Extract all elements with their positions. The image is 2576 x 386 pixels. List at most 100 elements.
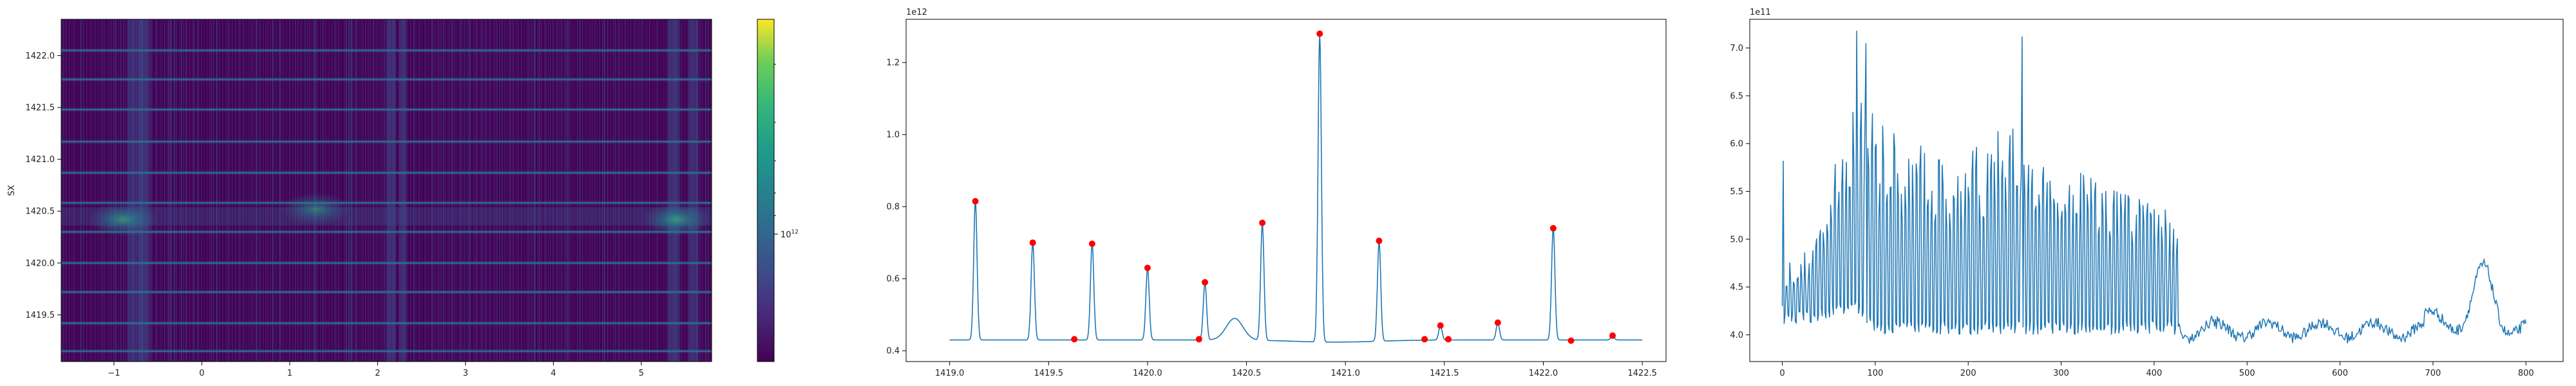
heatmap-stripe [344, 19, 345, 362]
heatmap-stripe [352, 19, 354, 362]
heatmap-stripe [521, 19, 522, 362]
heatmap-stripe [557, 19, 558, 362]
heatmap-stripe [451, 19, 453, 362]
heatmap-stripe [69, 19, 70, 362]
heatmap-stripe [437, 19, 439, 362]
peak-marker [1494, 319, 1501, 326]
colorbar-tick-label: 1012 [781, 229, 799, 240]
heatmap-stripe [107, 19, 108, 362]
heatmap-stripe [395, 19, 397, 362]
y-tick-label: 5.5 [1730, 187, 1743, 197]
heatmap-stripe [351, 19, 352, 362]
heatmap-stripe [71, 19, 73, 362]
heatmap-stripe [460, 19, 462, 362]
heatmap-stripe [384, 19, 386, 362]
heatmap-stripe [361, 19, 363, 362]
heatmap-stripe [512, 19, 513, 362]
heatmap-row-glow [61, 230, 712, 234]
peaks-offset-text: 1e12 [906, 8, 927, 17]
peak-marker [1259, 219, 1266, 226]
peak-marker [1567, 337, 1575, 344]
heatmap-stripe [183, 19, 184, 362]
heatmap-stripe [431, 19, 433, 362]
heatmap-row-glow [61, 261, 712, 265]
heatmap-row-glow [61, 290, 712, 294]
series-x-axis: 0 100 200 300 400 500 600 700 800 [1779, 362, 2534, 378]
heatmap-stripe [255, 19, 256, 362]
peak-marker [1444, 336, 1452, 343]
heatmap-stripe [440, 19, 442, 362]
heatmap-stripe [649, 19, 650, 362]
heatmap-stripe [256, 19, 258, 362]
heatmap-stripe [613, 19, 614, 362]
heatmap-stripe [679, 19, 681, 362]
heatmap-stripe [621, 19, 623, 362]
y-tick-label: 6.5 [1730, 91, 1743, 101]
heatmap-stripe [539, 19, 540, 362]
heatmap-stripe [313, 19, 314, 362]
heatmap-stripe [529, 19, 531, 362]
peak-marker [972, 198, 979, 205]
x-tick-label: 4 [551, 369, 556, 378]
heatmap-row [61, 262, 712, 264]
heatmap-stripe [120, 19, 122, 362]
heatmap-stripe [228, 19, 229, 362]
heatmap-stripe [415, 19, 417, 362]
heatmap-stripe [98, 19, 99, 362]
heatmap-stripe [382, 19, 383, 362]
heatmap-stripe [80, 19, 82, 362]
heatmap-stripe [681, 19, 683, 362]
x-tick-label: 3 [463, 369, 468, 378]
heatmap-stripe [607, 19, 609, 362]
heatmap-stripe [499, 19, 500, 362]
heatmap-hot-spot [641, 203, 712, 237]
heatmap-stripe [545, 19, 547, 362]
heatmap-stripe [63, 19, 64, 362]
peak-marker [1316, 30, 1323, 37]
heatmap-stripe [115, 19, 117, 362]
heatmap-stripe [189, 19, 191, 362]
heatmap-stripe [113, 19, 115, 362]
heatmap-stripe [365, 19, 366, 362]
heatmap-stripe [407, 19, 408, 362]
heatmap-stripe [486, 19, 488, 362]
peak-marker [1202, 279, 1209, 286]
heatmap-stripe [209, 19, 211, 362]
heatmap-stripe [568, 19, 569, 362]
x-tick-label: 2 [375, 369, 380, 378]
peak-marker [1609, 332, 1616, 339]
heatmap-stripe [359, 19, 361, 362]
heatmap-row [61, 291, 712, 293]
x-tick-label: 600 [2332, 369, 2348, 378]
heatmap-stripe [181, 19, 182, 362]
heatmap-stripe [225, 19, 227, 362]
heatmap-stripe [594, 19, 596, 362]
heatmap-stripe [660, 19, 661, 362]
heatmap-stripe [470, 19, 471, 362]
heatmap-stripe [524, 19, 526, 362]
heatmap-stripe [149, 19, 151, 362]
heatmap-stripe [357, 19, 359, 362]
heatmap-row [61, 78, 712, 80]
heatmap-stripe [216, 19, 218, 362]
heatmap-band [399, 19, 407, 362]
heatmap-center-band [61, 207, 712, 226]
heatmap-stripe [678, 19, 679, 362]
heatmap-stripe [528, 19, 529, 362]
heatmap-stripe [179, 19, 180, 362]
heatmap-stripe [334, 19, 336, 362]
x-tick-label: 1420.0 [1133, 369, 1162, 378]
peak-marker [1144, 264, 1151, 271]
y-tick-label: 4.5 [1730, 283, 1743, 293]
heatmap-stripe [490, 19, 491, 362]
x-tick-label: 100 [1867, 369, 1883, 378]
x-tick-label: 800 [2518, 369, 2534, 378]
heatmap-stripe [666, 19, 667, 362]
y-tick-label: 5.0 [1730, 235, 1743, 244]
heatmap-stripe [630, 19, 632, 362]
series-offset-text: 1e11 [1750, 8, 1771, 17]
y-tick-label: 1422.0 [26, 51, 55, 61]
heatmap-band [140, 19, 149, 362]
peaks-frame [905, 19, 1667, 362]
